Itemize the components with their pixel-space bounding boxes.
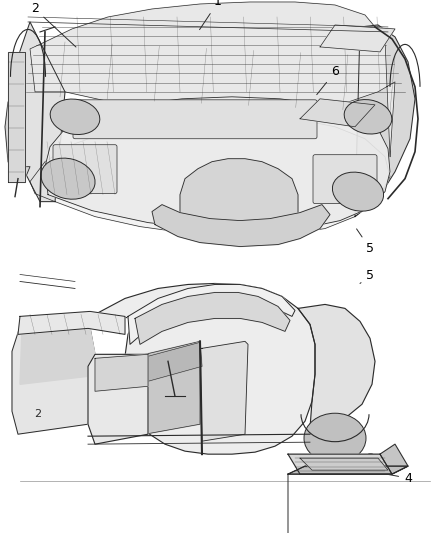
Polygon shape: [30, 117, 390, 237]
Polygon shape: [18, 311, 125, 334]
Polygon shape: [180, 159, 298, 237]
Polygon shape: [300, 99, 375, 127]
Polygon shape: [135, 293, 290, 344]
Text: 5: 5: [360, 269, 374, 284]
Text: 5: 5: [357, 229, 374, 255]
Polygon shape: [288, 454, 392, 474]
Polygon shape: [380, 444, 408, 474]
Polygon shape: [20, 318, 95, 384]
Polygon shape: [128, 285, 295, 344]
Ellipse shape: [344, 100, 392, 134]
Text: 1: 1: [200, 0, 222, 30]
Polygon shape: [8, 52, 25, 182]
Text: 6: 6: [317, 66, 339, 95]
Polygon shape: [15, 22, 65, 201]
Text: 4: 4: [373, 472, 412, 484]
FancyBboxPatch shape: [73, 100, 317, 139]
Polygon shape: [288, 466, 408, 474]
Polygon shape: [88, 354, 148, 444]
Polygon shape: [30, 2, 395, 157]
Text: 3: 3: [332, 444, 374, 465]
Polygon shape: [298, 304, 375, 428]
Polygon shape: [300, 458, 388, 470]
Ellipse shape: [41, 158, 95, 199]
Polygon shape: [200, 341, 248, 441]
Polygon shape: [320, 25, 395, 52]
Ellipse shape: [332, 172, 384, 211]
FancyBboxPatch shape: [53, 145, 117, 193]
Polygon shape: [12, 317, 95, 434]
Polygon shape: [45, 97, 390, 231]
Polygon shape: [145, 341, 200, 434]
FancyBboxPatch shape: [313, 155, 377, 204]
Polygon shape: [355, 25, 415, 216]
Polygon shape: [95, 284, 315, 454]
Polygon shape: [148, 342, 202, 381]
Ellipse shape: [50, 99, 100, 134]
Text: 2: 2: [31, 3, 76, 47]
Ellipse shape: [304, 413, 366, 463]
Polygon shape: [152, 205, 330, 247]
Text: 2: 2: [35, 409, 42, 419]
Polygon shape: [95, 354, 148, 391]
Polygon shape: [5, 102, 30, 182]
